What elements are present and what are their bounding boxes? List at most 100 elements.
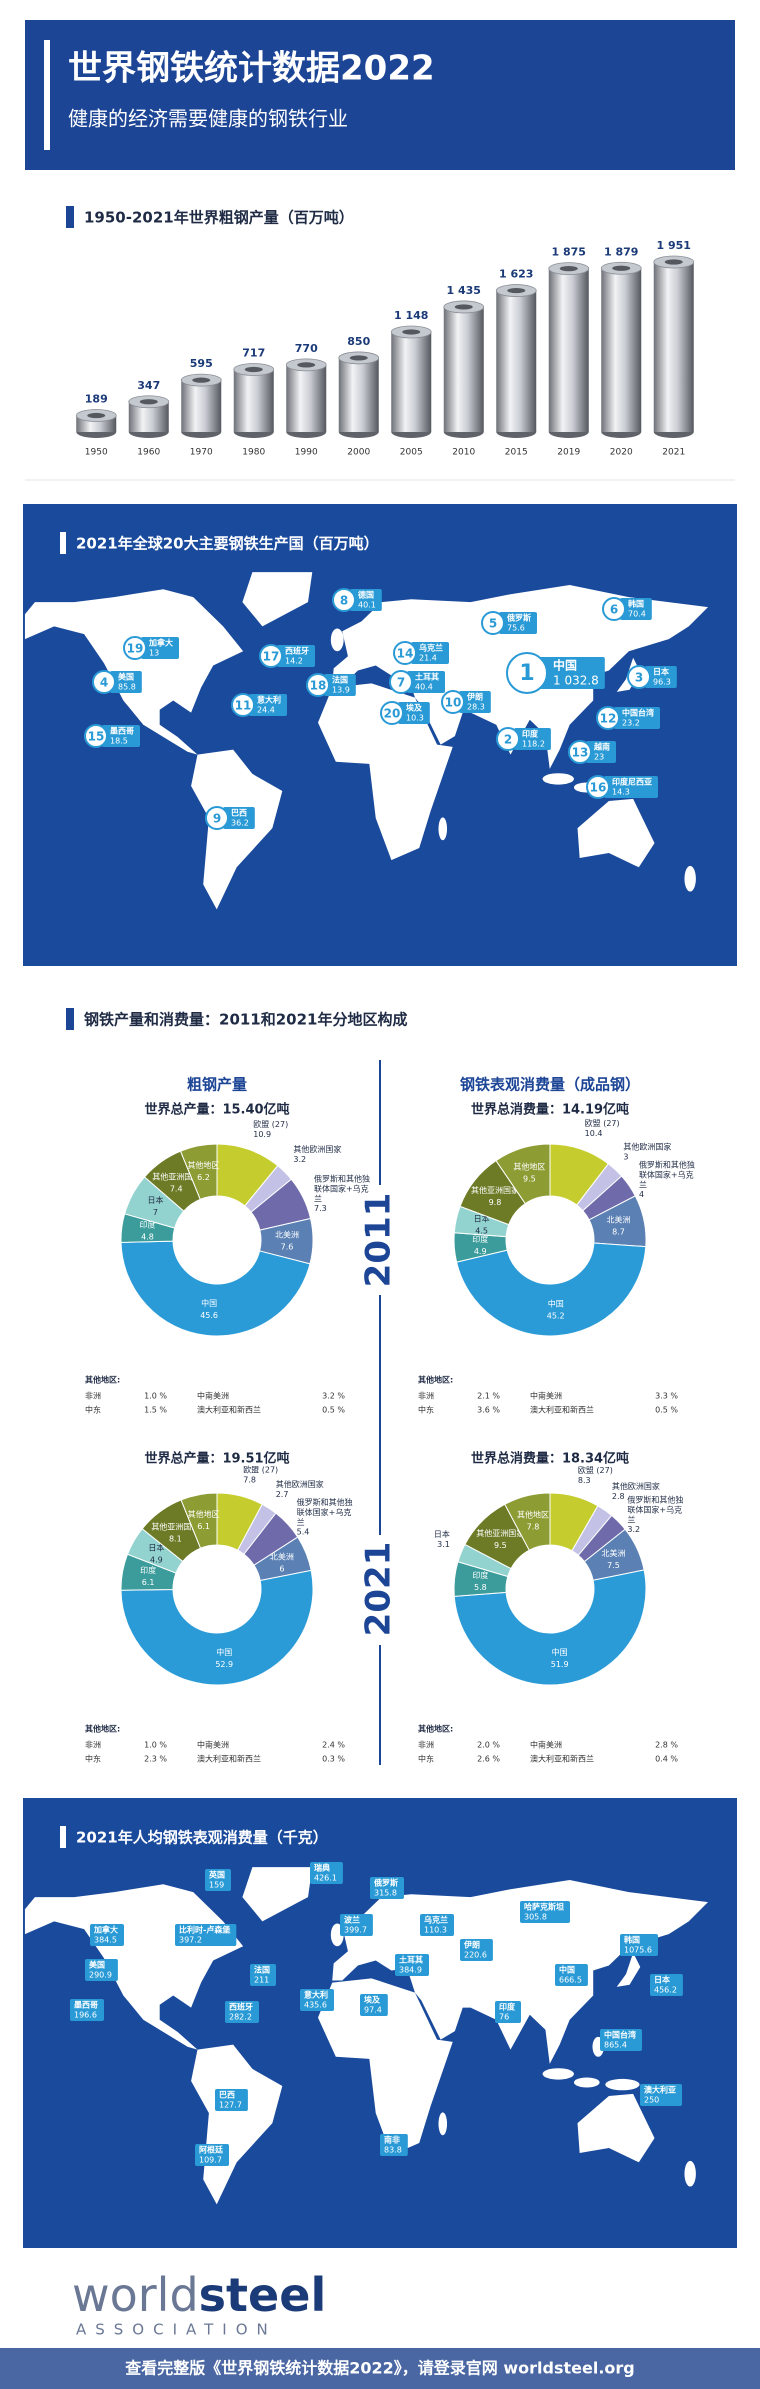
marker-value: 399.7 xyxy=(344,1926,367,1935)
segment-name: 其他地区 xyxy=(188,1509,220,1519)
note-value: 2.1 % xyxy=(477,1392,500,1401)
marker-name: 乌克兰 xyxy=(419,643,443,653)
marker-name: 澳大利亚 xyxy=(644,2085,676,2095)
rank-badge xyxy=(84,724,108,748)
bar-hole xyxy=(192,377,211,383)
segment-name: 其他地区 xyxy=(187,1160,219,1170)
segment-name: 欧盟 (27) xyxy=(243,1465,278,1475)
header-band xyxy=(25,20,735,170)
marker-value: 282.2 xyxy=(229,2013,252,2022)
segment-value: 9.5 xyxy=(494,1541,507,1550)
marker-value: 75.6 xyxy=(507,624,525,633)
marker-value: 426.1 xyxy=(314,1874,337,1883)
note-name: 中东 xyxy=(418,1754,434,1764)
rank-badge xyxy=(389,670,413,694)
pie-segment xyxy=(179,1143,218,1200)
label-line: 兰 xyxy=(639,1179,647,1189)
marker-tag xyxy=(533,657,605,689)
label-line: 联体国家+乌克 xyxy=(297,1507,352,1517)
label-line: 俄罗斯和其他独 xyxy=(297,1497,353,1507)
marker-name: 英国 xyxy=(208,1870,225,1880)
segment-value: 4.9 xyxy=(150,1555,163,1564)
segment-name: 北美洲 xyxy=(601,1548,625,1558)
marker-value: 76 xyxy=(499,2013,509,2022)
marker-tag xyxy=(499,612,537,634)
pie-segment xyxy=(495,1143,551,1205)
segment-value: 7.8 xyxy=(527,1523,540,1532)
marker-tag xyxy=(324,674,356,696)
marker-name: 瑞典 xyxy=(314,1863,330,1873)
marker-tag xyxy=(586,741,616,763)
segment-value: 10.4 xyxy=(585,1129,603,1138)
segment-value: 7.8 xyxy=(243,1476,256,1485)
marker-value: 36.2 xyxy=(231,819,249,828)
marker-value: 290.9 xyxy=(89,1971,112,1980)
segment-name: 印度 xyxy=(140,1220,156,1230)
marker-name: 法国 xyxy=(332,675,348,685)
marker-tag xyxy=(250,1964,276,1986)
marker-name: 巴西 xyxy=(231,809,247,818)
note-name: 澳大利亚和新西兰 xyxy=(530,1405,594,1415)
marker-name: 墨西哥 xyxy=(74,2000,98,2010)
segment-name: 中国 xyxy=(548,1298,564,1308)
rank-badge xyxy=(259,644,283,668)
marker-tag xyxy=(407,671,445,693)
marker-tag xyxy=(175,1924,237,1946)
rank-badge xyxy=(393,641,417,665)
x-tick-label: 2015 xyxy=(505,448,528,458)
marker-value: 110.3 xyxy=(424,1926,447,1935)
note-value: 0.3 % xyxy=(322,1755,345,1764)
marker-name: 日本 xyxy=(654,1975,670,1985)
segment-name: 俄罗斯和其他独联体国家+乌克兰 xyxy=(297,1497,353,1527)
value-label: 347 xyxy=(137,379,160,392)
marker-tag xyxy=(205,1869,231,1891)
note-name: 非洲 xyxy=(85,1740,101,1750)
marker-name: 中国 xyxy=(553,658,577,673)
marker-tag xyxy=(620,598,652,620)
marker-value: 1075.6 xyxy=(624,1946,652,1955)
marker-tag xyxy=(514,728,551,750)
header-bar xyxy=(44,40,50,150)
logo: worldsteel xyxy=(72,2268,326,2322)
segment-name: 其他亚洲国家 xyxy=(476,1528,524,1538)
bar xyxy=(601,268,642,432)
notes-title: 其他地区: xyxy=(85,1375,120,1385)
bar-hole xyxy=(454,304,473,310)
segment-value: 9.8 xyxy=(489,1198,502,1207)
label-line: 联体国家+乌克 xyxy=(314,1183,369,1193)
bar xyxy=(653,262,694,432)
x-tick-label: 2020 xyxy=(610,448,633,458)
value-label: 189 xyxy=(85,393,108,406)
segment-value: 7.6 xyxy=(281,1242,294,1251)
note-value: 2.0 % xyxy=(477,1741,500,1750)
marker-value: 397.2 xyxy=(179,1936,202,1945)
note-name: 中南美洲 xyxy=(530,1740,562,1750)
bar xyxy=(233,369,274,432)
segment-name: 印度 xyxy=(140,1565,156,1575)
segment-value: 5.8 xyxy=(474,1583,487,1592)
pie-total: 世界总产量：15.40亿吨 xyxy=(144,1102,289,1118)
marker-tag xyxy=(195,2144,229,2166)
marker-value: 13.9 xyxy=(332,686,350,695)
note-name: 非洲 xyxy=(418,1740,434,1750)
marker-tag xyxy=(223,807,255,829)
marker-tag xyxy=(215,2089,248,2111)
bar-hole xyxy=(664,259,683,265)
marker-name: 波兰 xyxy=(344,1915,360,1925)
marker-value: 384.5 xyxy=(94,1936,117,1945)
x-tick-label: 2021 xyxy=(662,448,685,458)
rank-number: 6 xyxy=(610,603,618,617)
marker-value: 10.3 xyxy=(406,714,424,723)
segment-value: 3.1 xyxy=(437,1540,450,1549)
